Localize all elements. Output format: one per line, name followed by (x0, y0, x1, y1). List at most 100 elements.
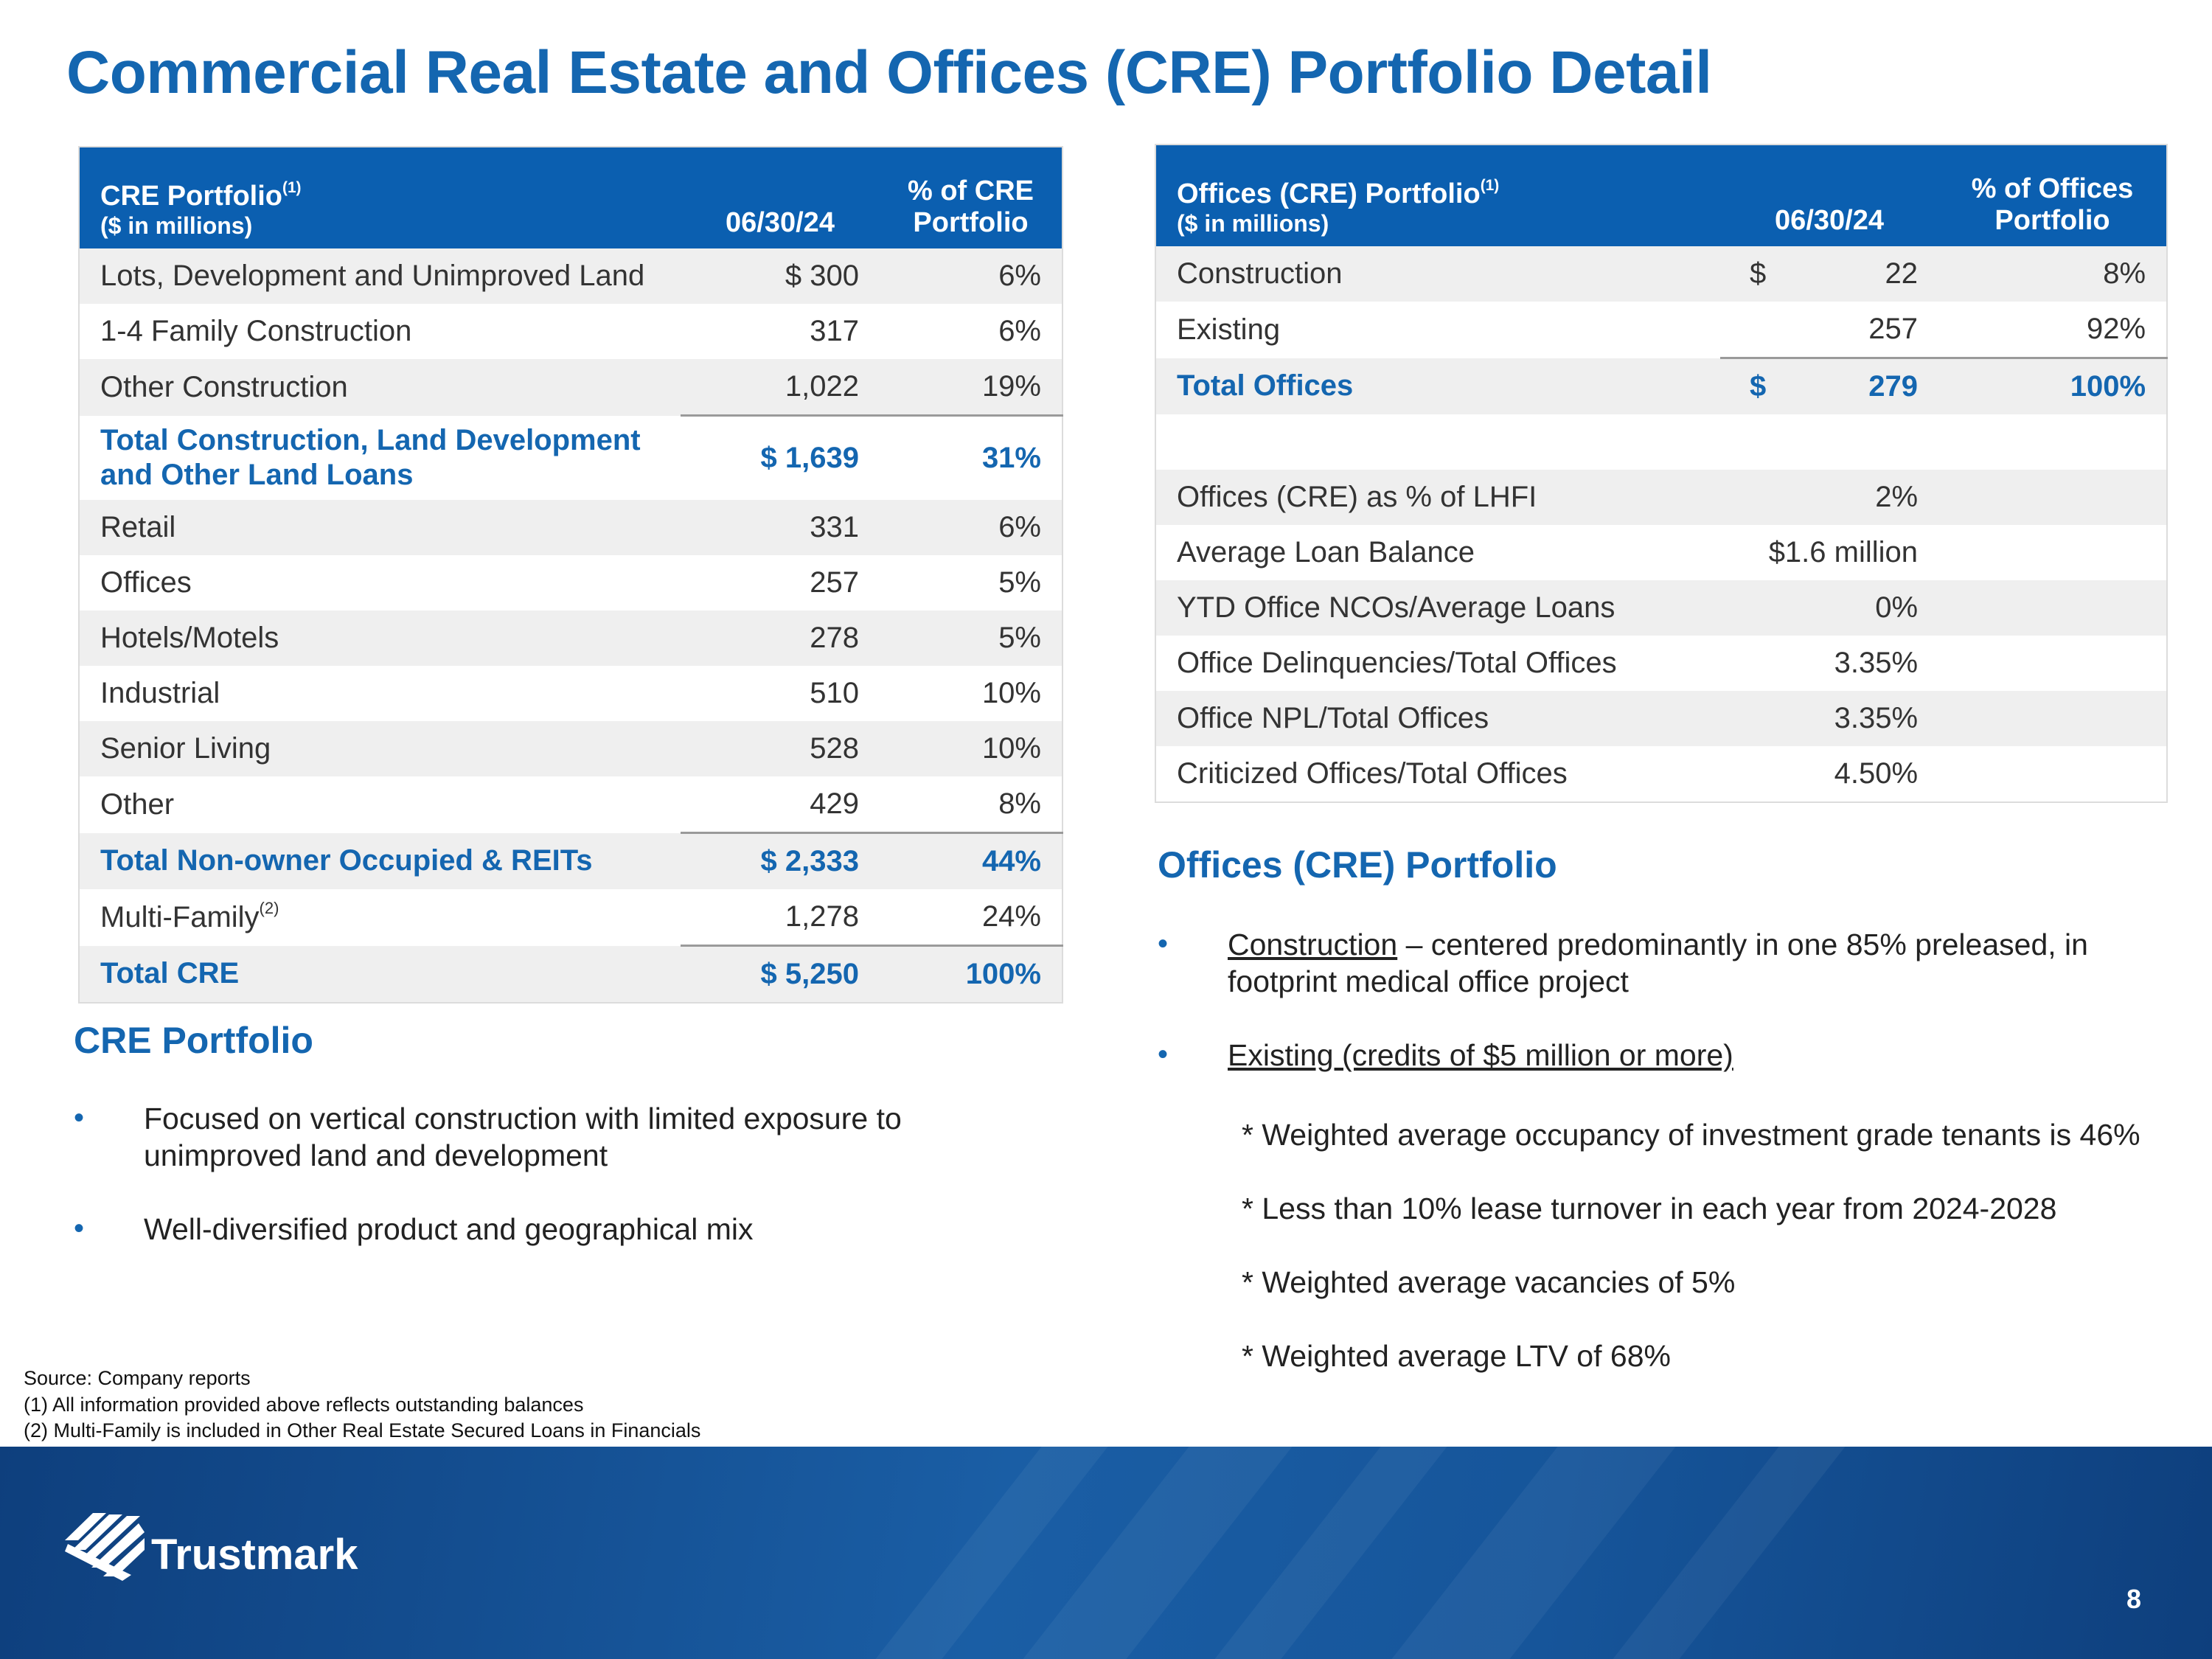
cre-bullet: • Focused on vertical construction with … (74, 1100, 1032, 1181)
row-label: Total Non-owner Occupied & REITs (79, 832, 681, 889)
empty-cell (1938, 691, 2168, 746)
row-label: Other Construction (79, 359, 681, 416)
row-pct: 100% (880, 945, 1062, 1003)
page-number: 8 (2126, 1584, 2141, 1614)
column-header-pct: % of CRE Portfolio (880, 147, 1062, 248)
column-header-date: 06/30/24 (1720, 145, 1939, 246)
footnote-source: Source: Company reports (24, 1367, 251, 1389)
dollar-sign: $ (1720, 246, 1787, 302)
row-label-text: Multi-Family (100, 900, 260, 933)
row-label: Senior Living (79, 721, 681, 776)
bullet-icon: • (1158, 1038, 1169, 1071)
row-label: Construction (1155, 246, 1720, 302)
metric-value: 3.35% (1720, 691, 1939, 746)
row-pct: 6% (880, 500, 1062, 555)
row-value: $ 2,333 (681, 832, 880, 889)
table-row: Retail 331 6% (79, 500, 1062, 555)
row-pct: 6% (998, 314, 1041, 347)
dollar-sign: $ (1720, 357, 1787, 414)
metric-value: 3.35% (1834, 646, 1919, 679)
row-pct: 5% (880, 611, 1062, 666)
metric-value: 0% (1720, 580, 1939, 636)
bullet-icon: • (74, 1102, 85, 1134)
bullet-icon: • (74, 1212, 85, 1245)
row-label: Other (100, 787, 175, 821)
page-title: Commercial Real Estate and Offices (CRE)… (66, 39, 1712, 106)
empty-cell (1938, 580, 2168, 636)
empty-cell (1938, 746, 2167, 802)
row-label: Hotels/Motels (79, 611, 681, 666)
row-value: 510 (810, 676, 859, 709)
table-row-total: Total CRE $ 5,250 100% (79, 945, 1062, 1003)
header-label: Offices (CRE) Portfolio (1177, 178, 1481, 209)
row-pct: 8% (1938, 246, 2168, 302)
row-value: $ 300 (681, 248, 880, 304)
empty-cell (1938, 636, 2167, 691)
row-label: Total CRE (79, 945, 681, 1003)
header-pct-line1: % of CRE (908, 175, 1034, 206)
row-value: $ 1,639 (681, 414, 880, 500)
row-label: 1-4 Family Construction (100, 314, 412, 347)
bullet-rest-text: – centered predominantly in one 85% prel… (1228, 928, 2088, 999)
row-pct: 10% (981, 676, 1041, 709)
bullet-text: Construction – centered predominantly in… (1228, 926, 2186, 1000)
metric-label: Offices (CRE) as % of LHFI (1155, 470, 1720, 525)
metric-label: Average Loan Balance (1177, 535, 1475, 568)
metric-label: Office Delinquencies/Total Offices (1177, 646, 1617, 679)
metric-row: Office Delinquencies/Total Offices 3.35% (1155, 636, 2167, 691)
row-pct: 5% (998, 566, 1041, 599)
bullet-underlined-text: Existing (credits of $5 million or more) (1228, 1038, 1733, 1072)
row-value: 279 (1787, 357, 1939, 414)
empty-cell (1938, 525, 2167, 580)
row-pct: 19% (880, 359, 1062, 416)
footnote-marker: (2) (259, 898, 279, 917)
table-row: Multi-Family(2) 1,278 24% (79, 889, 1062, 946)
row-pct: 8% (998, 787, 1041, 820)
row-label: Total Construction, Land Development and… (100, 423, 641, 491)
table-row: Industrial 510 10% (79, 666, 1062, 721)
table-row: Other Construction 1,022 19% (79, 359, 1062, 416)
row-pct: 44% (880, 832, 1062, 889)
trustmark-logo-icon (65, 1513, 145, 1581)
bullet-underlined-text: Construction (1228, 928, 1398, 961)
column-header-date: 06/30/24 (681, 147, 880, 248)
row-pct: 24% (981, 900, 1041, 933)
metric-row: Criticized Offices/Total Offices 4.50% (1155, 746, 2167, 802)
metric-label: Office NPL/Total Offices (1155, 691, 1720, 746)
row-label: Total Offices (1155, 358, 1720, 414)
footnote-marker: (1) (282, 178, 302, 196)
header-pct-line2: Portfolio (1994, 205, 2110, 237)
table-row: Construction $ 22 8% (1155, 246, 2168, 302)
brand-wordmark: Trustmark (151, 1531, 358, 1579)
table-row: 1-4 Family Construction 317 6% (79, 304, 1062, 359)
column-header-pct: % of Offices Portfolio (1938, 145, 2168, 246)
table-header-row: CRE Portfolio(1) ($ in millions) 06/30/2… (79, 147, 1062, 248)
row-pct: 31% (880, 414, 1062, 500)
footnote-marker: (1) (1480, 176, 1500, 194)
row-pct: 6% (880, 248, 1062, 304)
row-value: 331 (681, 500, 880, 555)
table-row: Other 429 8% (79, 776, 1062, 833)
empty-cell (1938, 470, 2168, 525)
row-label: Lots, Development and Unimproved Land (79, 248, 681, 304)
offices-sub-item: * Less than 10% lease turnover in each y… (1242, 1192, 2057, 1225)
row-pct: 10% (880, 721, 1062, 776)
offices-bullet: • Existing (credits of $5 million or mor… (1158, 1037, 2175, 1081)
table-row: Hotels/Motels 278 5% (79, 611, 1062, 666)
table-row: Existing 257 92% (1155, 302, 2167, 358)
header-units: ($ in millions) (1177, 210, 1329, 237)
table-row-subtotal: Total Construction, Land Development and… (79, 414, 1062, 500)
table-row: Senior Living 528 10% (79, 721, 1062, 776)
metric-value: 2% (1720, 470, 1939, 525)
row-value: 1,022 (681, 359, 880, 416)
header-pct-line2: Portfolio (913, 207, 1029, 239)
cre-section-heading: CRE Portfolio (74, 1020, 313, 1061)
row-pct: 100% (1938, 357, 2168, 414)
row-pct: 92% (2086, 312, 2146, 345)
table-row-total: Total Offices $ 279 100% (1155, 357, 2168, 414)
bullet-text: Focused on vertical construction with li… (144, 1102, 902, 1173)
column-header-offices-portfolio: Offices (CRE) Portfolio(1) ($ in million… (1155, 145, 1720, 246)
header-label: CRE Portfolio (100, 180, 282, 212)
column-header-cre-portfolio: CRE Portfolio(1) ($ in millions) (79, 147, 681, 248)
row-value: 429 (810, 787, 859, 820)
